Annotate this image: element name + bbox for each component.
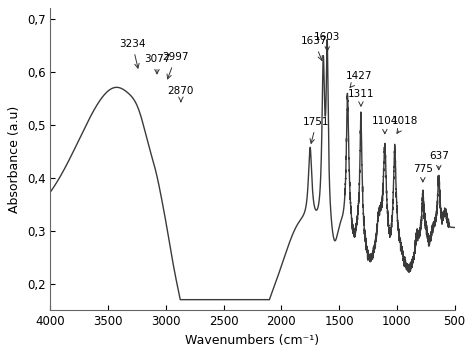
Text: 1603: 1603 xyxy=(314,32,340,51)
Text: 3077: 3077 xyxy=(144,54,170,74)
Text: 2997: 2997 xyxy=(163,52,189,79)
Y-axis label: Absorbance (a.u): Absorbance (a.u) xyxy=(9,106,21,213)
Text: 3234: 3234 xyxy=(119,39,146,68)
Text: 1751: 1751 xyxy=(303,117,330,143)
Text: 1311: 1311 xyxy=(348,89,374,106)
Text: 1018: 1018 xyxy=(392,116,419,133)
Text: 1427: 1427 xyxy=(346,71,373,87)
Text: 637: 637 xyxy=(429,151,449,170)
Text: 1104: 1104 xyxy=(372,116,398,134)
Text: 775: 775 xyxy=(413,164,433,182)
X-axis label: Wavenumbers (cm⁻¹): Wavenumbers (cm⁻¹) xyxy=(185,334,319,347)
Text: 1637: 1637 xyxy=(301,37,328,60)
Text: 2870: 2870 xyxy=(168,86,194,102)
